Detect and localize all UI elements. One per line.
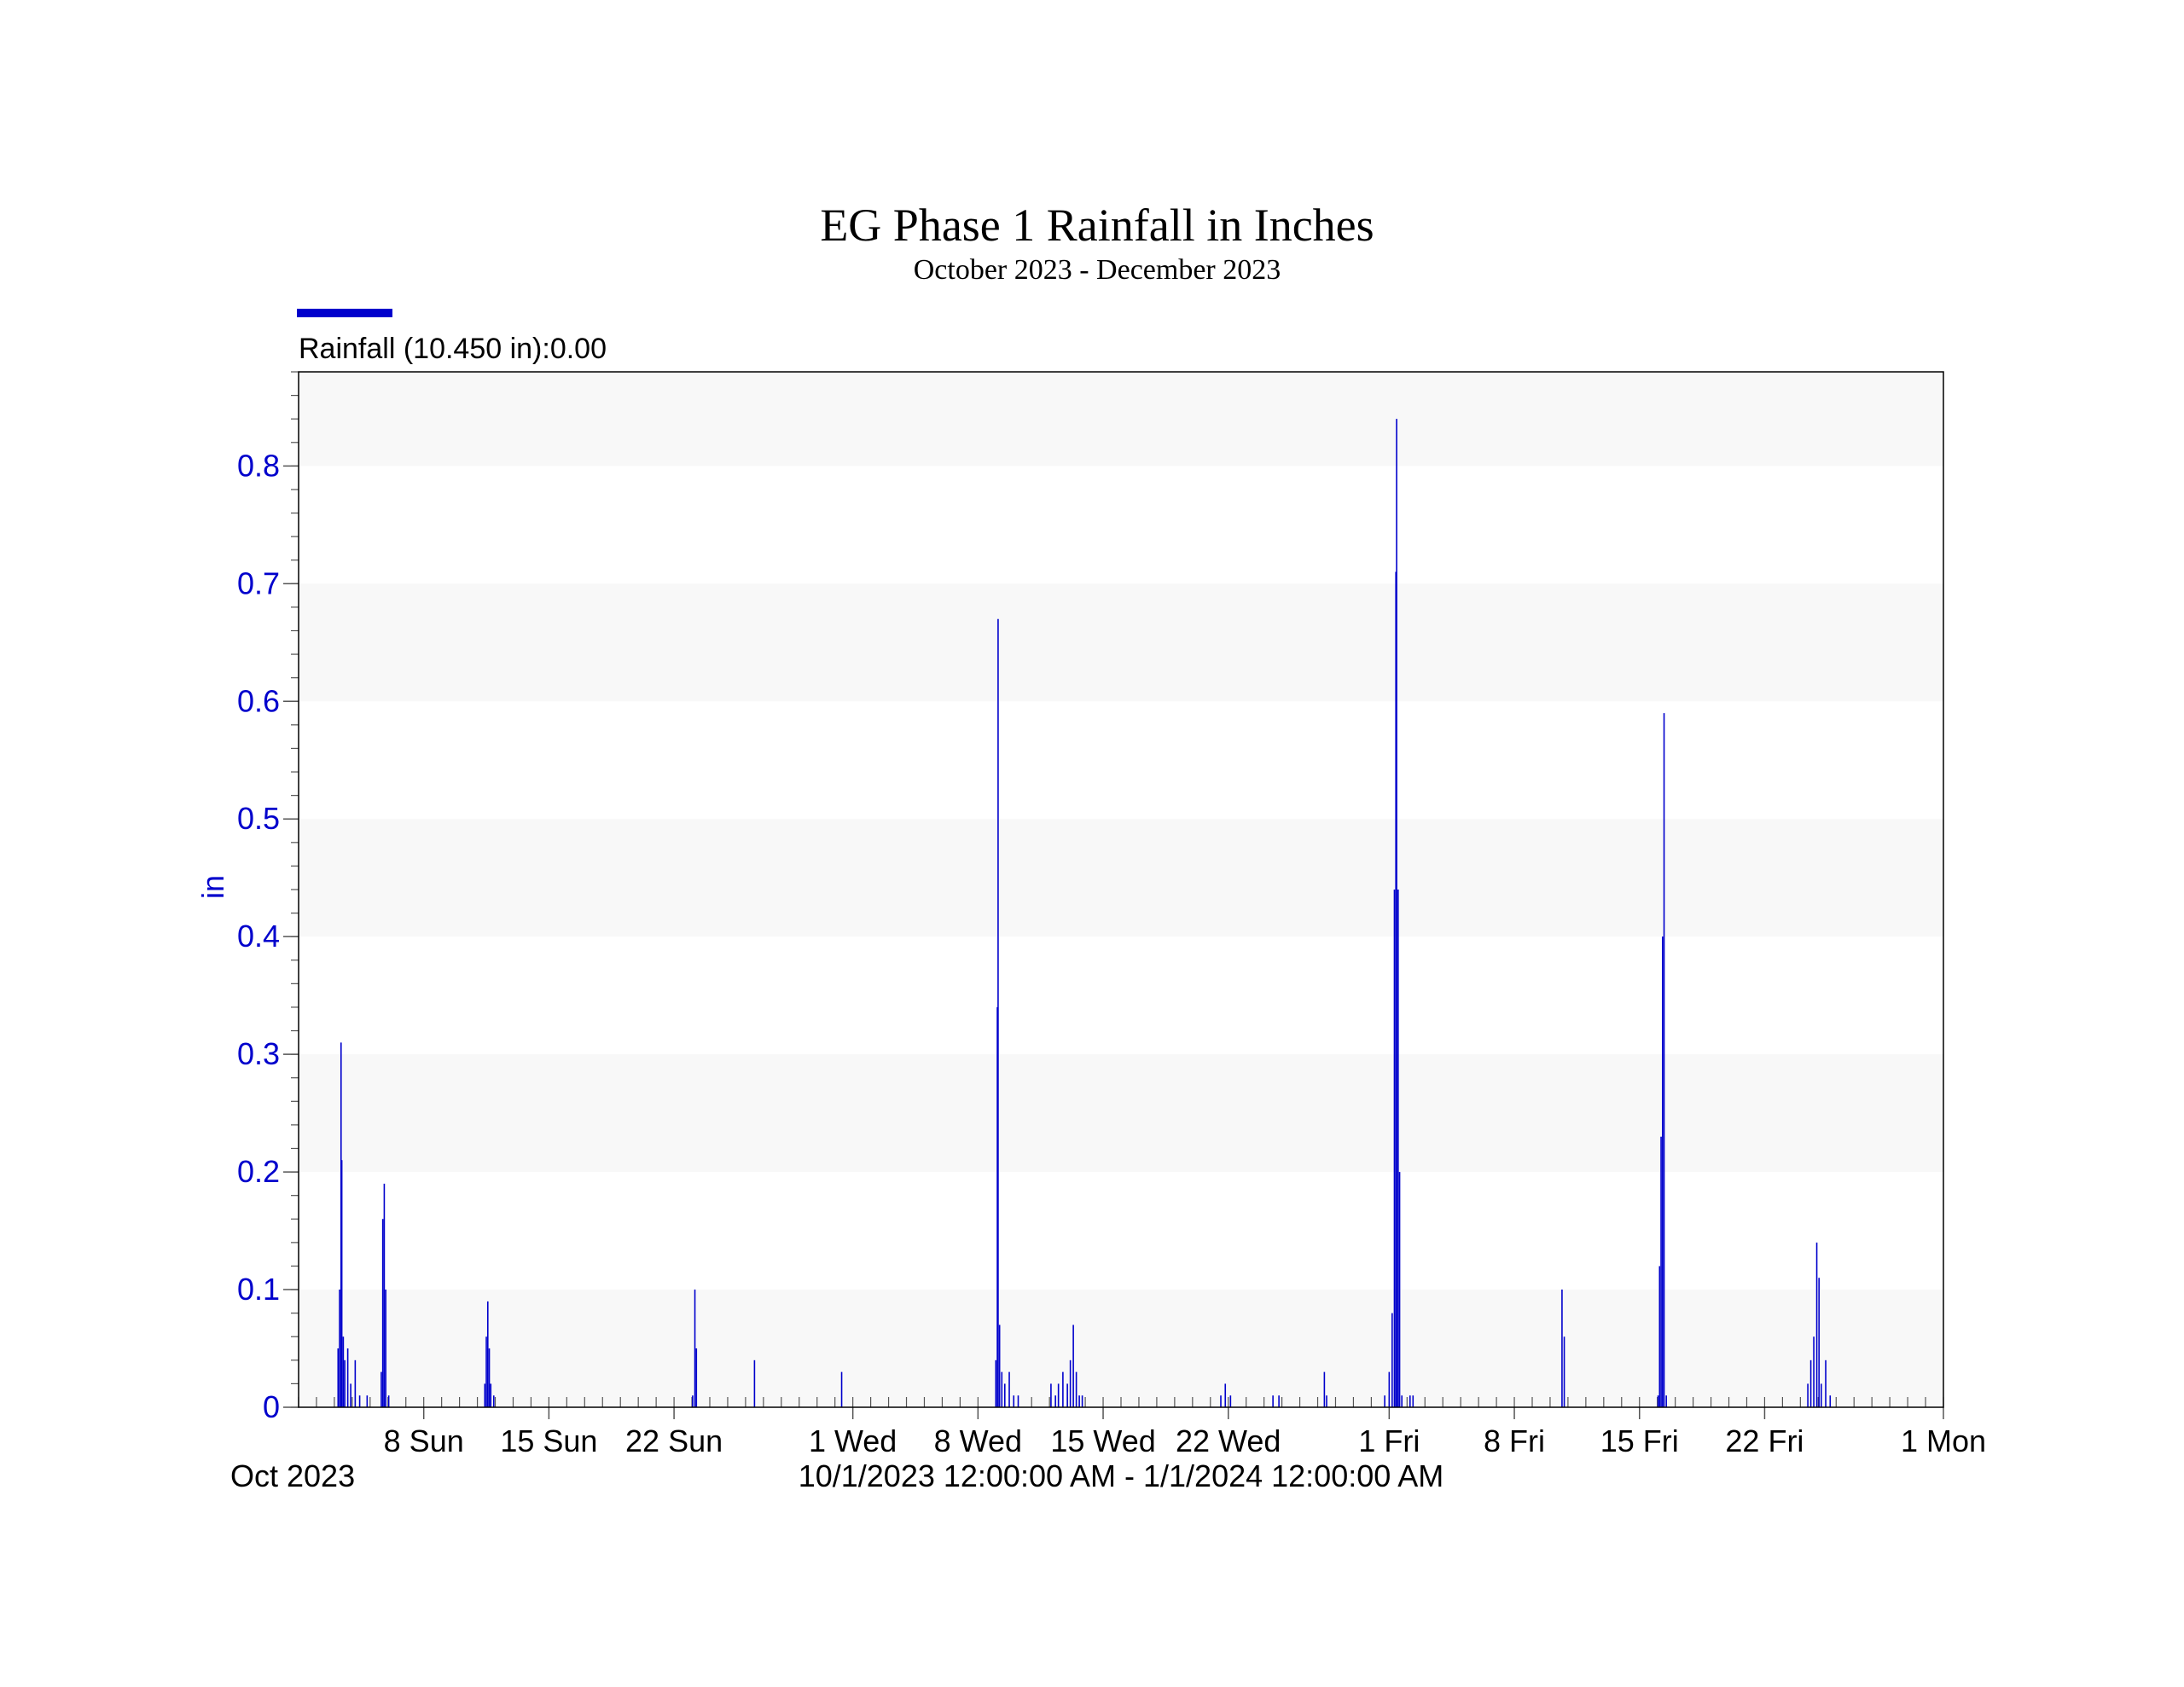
y-tick-label: 0.8 <box>237 448 280 483</box>
plot-band <box>299 1290 1943 1407</box>
x-tick-label: 8 Sun <box>384 1423 464 1458</box>
x-tick-label: 15 Fri <box>1600 1423 1679 1458</box>
legend-label: Rainfall (10.450 in):0.00 <box>299 333 607 365</box>
plot-bands <box>299 372 1943 1407</box>
x-tick-label: 15 Wed <box>1050 1423 1155 1458</box>
y-axis-label: in <box>195 875 230 899</box>
x-tick-label: 8 Wed <box>934 1423 1022 1458</box>
y-tick-label: 0.3 <box>237 1036 280 1071</box>
plot-band <box>299 1054 1943 1173</box>
x-tick-label: 1 Fri <box>1358 1423 1420 1458</box>
x-tick-label: 8 Fri <box>1484 1423 1545 1458</box>
x-range-label: 10/1/2023 12:00:00 AM - 1/1/2024 12:00:0… <box>799 1458 1444 1493</box>
y-tick-label: 0.7 <box>237 565 280 600</box>
x-tick-label: 1 Wed <box>809 1423 897 1458</box>
x-tick-label: 1 Mon <box>1901 1423 1986 1458</box>
y-ticks: 0 0.1 0.2 0.3 0.4 0.5 0.6 0.7 0.8 <box>237 371 299 1424</box>
y-tick-label: 0.5 <box>237 801 280 836</box>
x-tick-label: 22 Wed <box>1176 1423 1281 1458</box>
chart-subtitle: October 2023 - December 2023 <box>914 254 1281 286</box>
x-start-label: Oct 2023 <box>230 1458 355 1493</box>
y-tick-label: 0.2 <box>237 1154 280 1189</box>
plot-band <box>299 819 1943 937</box>
x-tick-label: 22 Sun <box>625 1423 723 1458</box>
y-tick-label: 0 <box>263 1389 280 1424</box>
y-tick-label: 0.6 <box>237 683 280 718</box>
chart-title: EG Phase 1 Rainfall in Inches <box>820 200 1374 251</box>
y-tick-label: 0.1 <box>237 1272 280 1307</box>
rainfall-series <box>337 419 1832 1407</box>
plot-band <box>299 372 1943 467</box>
y-tick-label: 0.4 <box>237 919 280 954</box>
plot-band <box>299 583 1943 702</box>
plot-frame <box>298 371 1944 1408</box>
x-tick-label: 22 Fri <box>1725 1423 1804 1458</box>
legend-swatch <box>297 309 392 317</box>
x-tick-label: 15 Sun <box>500 1423 597 1458</box>
